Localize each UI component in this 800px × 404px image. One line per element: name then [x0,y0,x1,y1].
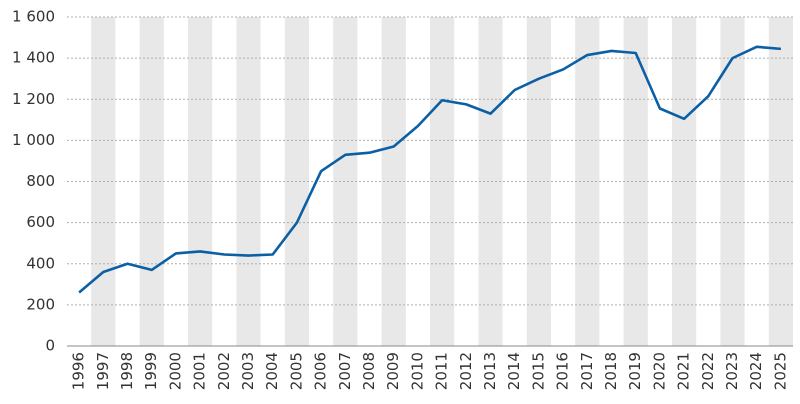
y-tick-label: 400 [26,254,55,272]
x-tick-label: 2002 [215,352,233,390]
x-tick-label: 1996 [70,352,88,390]
x-tick-label: 2004 [263,352,281,390]
x-tick-label: 2009 [384,352,402,390]
column-band [333,17,358,346]
x-tick-label: 2020 [650,352,668,390]
y-tick-label: 600 [26,213,55,231]
x-tick-label: 2000 [166,352,184,390]
x-tick-label: 2017 [578,352,596,390]
line-series [78,45,782,294]
x-tick-label: 2021 [675,352,693,390]
x-tick-label: 2024 [747,352,765,390]
x-tick-label: 2025 [771,352,789,390]
y-tick-label: 800 [26,172,55,190]
column-band [478,17,503,346]
x-tick-label: 2005 [287,352,305,390]
column-band [381,17,406,346]
x-tick-label: 1997 [94,352,112,390]
x-tick-label: 2001 [191,352,209,390]
x-tick-label: 2011 [433,352,451,390]
y-tick-label: 1 000 [12,131,55,149]
y-tick-label: 0 [45,337,55,355]
y-tick-label: 1 200 [12,90,55,108]
y-tick-label: 1 400 [12,49,55,67]
x-tick-label: 2003 [239,352,257,390]
x-tick-label: 2006 [312,352,330,390]
y-tick-label: 200 [26,295,55,313]
column-band [526,17,551,346]
x-tick-label: 2010 [408,352,426,390]
x-tick-label: 2013 [481,352,499,390]
x-tick-label: 2007 [336,352,354,390]
column-band [430,17,455,346]
y-tick-label: 1 600 [12,8,55,26]
x-tick-label: 1998 [118,352,136,390]
x-tick-label: 2012 [457,352,475,390]
x-tick-label: 2022 [699,352,717,390]
x-tick-label: 2014 [505,352,523,390]
x-tick-label: 2018 [602,352,620,390]
x-tick-label: 2016 [554,352,572,390]
x-tick-label: 1999 [142,352,160,390]
x-tick-label: 2015 [529,352,547,390]
x-tick-label: 2008 [360,352,378,390]
x-tick-label: 2023 [723,352,741,390]
x-tick-label: 2019 [626,352,644,390]
